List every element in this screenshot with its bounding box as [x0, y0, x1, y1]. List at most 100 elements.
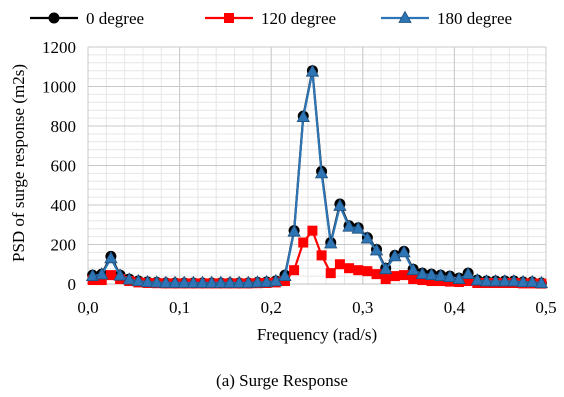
legend-label: 120 degree: [261, 9, 336, 28]
data-point: [388, 249, 402, 262]
data-point: [334, 259, 345, 270]
data-point: [342, 219, 356, 232]
data-point: [104, 250, 118, 264]
data-point: [406, 262, 420, 276]
data-point: [85, 268, 100, 282]
figure-caption: (a) Surge Response: [216, 371, 348, 390]
y-tick-label: 1000: [42, 78, 76, 97]
data-point: [461, 266, 475, 280]
data-point: [307, 225, 318, 236]
data-point: [105, 270, 116, 281]
data-point: [278, 268, 292, 282]
y-axis-label: PSD of surge response (m2s): [9, 64, 28, 262]
data-point: [369, 243, 384, 256]
data-point: [516, 274, 530, 288]
x-tick-label: 0,4: [444, 298, 466, 317]
x-tick-label: 0,5: [535, 298, 556, 317]
legend-marker: [398, 10, 412, 23]
data-point: [435, 276, 446, 287]
data-point: [399, 270, 410, 281]
data-point: [397, 245, 411, 258]
data-point: [324, 236, 338, 249]
legend-entry: 180 degree: [381, 9, 512, 28]
y-tick-label: 1200: [42, 38, 76, 57]
data-point: [360, 231, 375, 244]
data-point: [371, 269, 382, 280]
data-point: [415, 266, 430, 280]
data-point: [122, 272, 136, 285]
data-point: [333, 198, 347, 211]
legend-marker: [224, 13, 234, 23]
data-point: [488, 274, 503, 287]
data-point: [433, 268, 448, 282]
data-point: [168, 275, 182, 288]
x-tick-label: 0,2: [261, 298, 282, 317]
data-point: [279, 276, 290, 287]
data-point: [443, 269, 457, 282]
data-point: [177, 275, 191, 288]
data-point: [259, 274, 274, 288]
data-point: [298, 237, 309, 248]
legend: 0 degree 120 degree 180 degree: [30, 9, 512, 28]
y-tick-label: 800: [51, 117, 77, 136]
data-point: [296, 109, 310, 123]
data-point: [389, 271, 400, 282]
data-point: [159, 275, 173, 288]
data-point: [470, 273, 484, 286]
data-point: [353, 265, 364, 276]
data-point: [305, 64, 320, 77]
data-point: [95, 267, 109, 280]
data-point: [131, 273, 146, 287]
data-point: [195, 275, 210, 288]
data-point: [525, 274, 539, 288]
legend-marker: [48, 12, 60, 24]
data-point: [186, 275, 201, 288]
legend-entry: 120 degree: [205, 9, 336, 28]
data-point: [96, 275, 107, 286]
data-point: [351, 221, 365, 234]
series-triangle: [85, 64, 549, 289]
x-tick-label: 0,1: [169, 298, 190, 317]
data-point: [241, 275, 255, 288]
data-point: [289, 265, 300, 276]
data-point: [408, 274, 419, 285]
data-point: [250, 275, 265, 288]
y-tick-label: 400: [51, 196, 77, 215]
data-point: [204, 275, 219, 288]
data-point: [452, 271, 466, 284]
legend-label: 180 degree: [437, 9, 512, 28]
data-point: [316, 250, 327, 261]
legend-label: 0 degree: [86, 9, 144, 28]
data-point: [113, 268, 127, 281]
grid: [87, 46, 547, 285]
data-point: [417, 275, 428, 286]
tick-labels: 0 200 400 600 800 1000 1200 0,0 0,1 0,2 0,3 0,4 0,5: [42, 38, 557, 317]
data-point: [150, 275, 164, 288]
data-point: [479, 274, 494, 287]
data-point: [314, 166, 329, 179]
data-point: [362, 266, 373, 277]
data-point: [498, 274, 512, 287]
data-point: [214, 275, 228, 288]
x-axis-label: Frequency (rad/s): [257, 325, 377, 344]
legend-entry: 0 degree: [30, 9, 144, 28]
data-point: [507, 274, 521, 287]
x-tick-label: 0,3: [352, 298, 373, 317]
data-point: [287, 224, 301, 237]
data-point: [534, 275, 549, 289]
data-point: [426, 276, 437, 287]
y-tick-label: 600: [51, 157, 77, 176]
data-point: [325, 268, 336, 279]
data-point: [140, 274, 155, 288]
data-point: [344, 263, 355, 274]
data-point: [232, 275, 246, 288]
series-layer: [85, 64, 549, 289]
x-tick-label: 0,0: [77, 298, 98, 317]
data-point: [424, 267, 439, 281]
y-tick-label: 0: [68, 275, 77, 294]
y-tick-label: 200: [51, 236, 77, 255]
data-point: [463, 276, 474, 287]
data-point: [223, 275, 237, 288]
